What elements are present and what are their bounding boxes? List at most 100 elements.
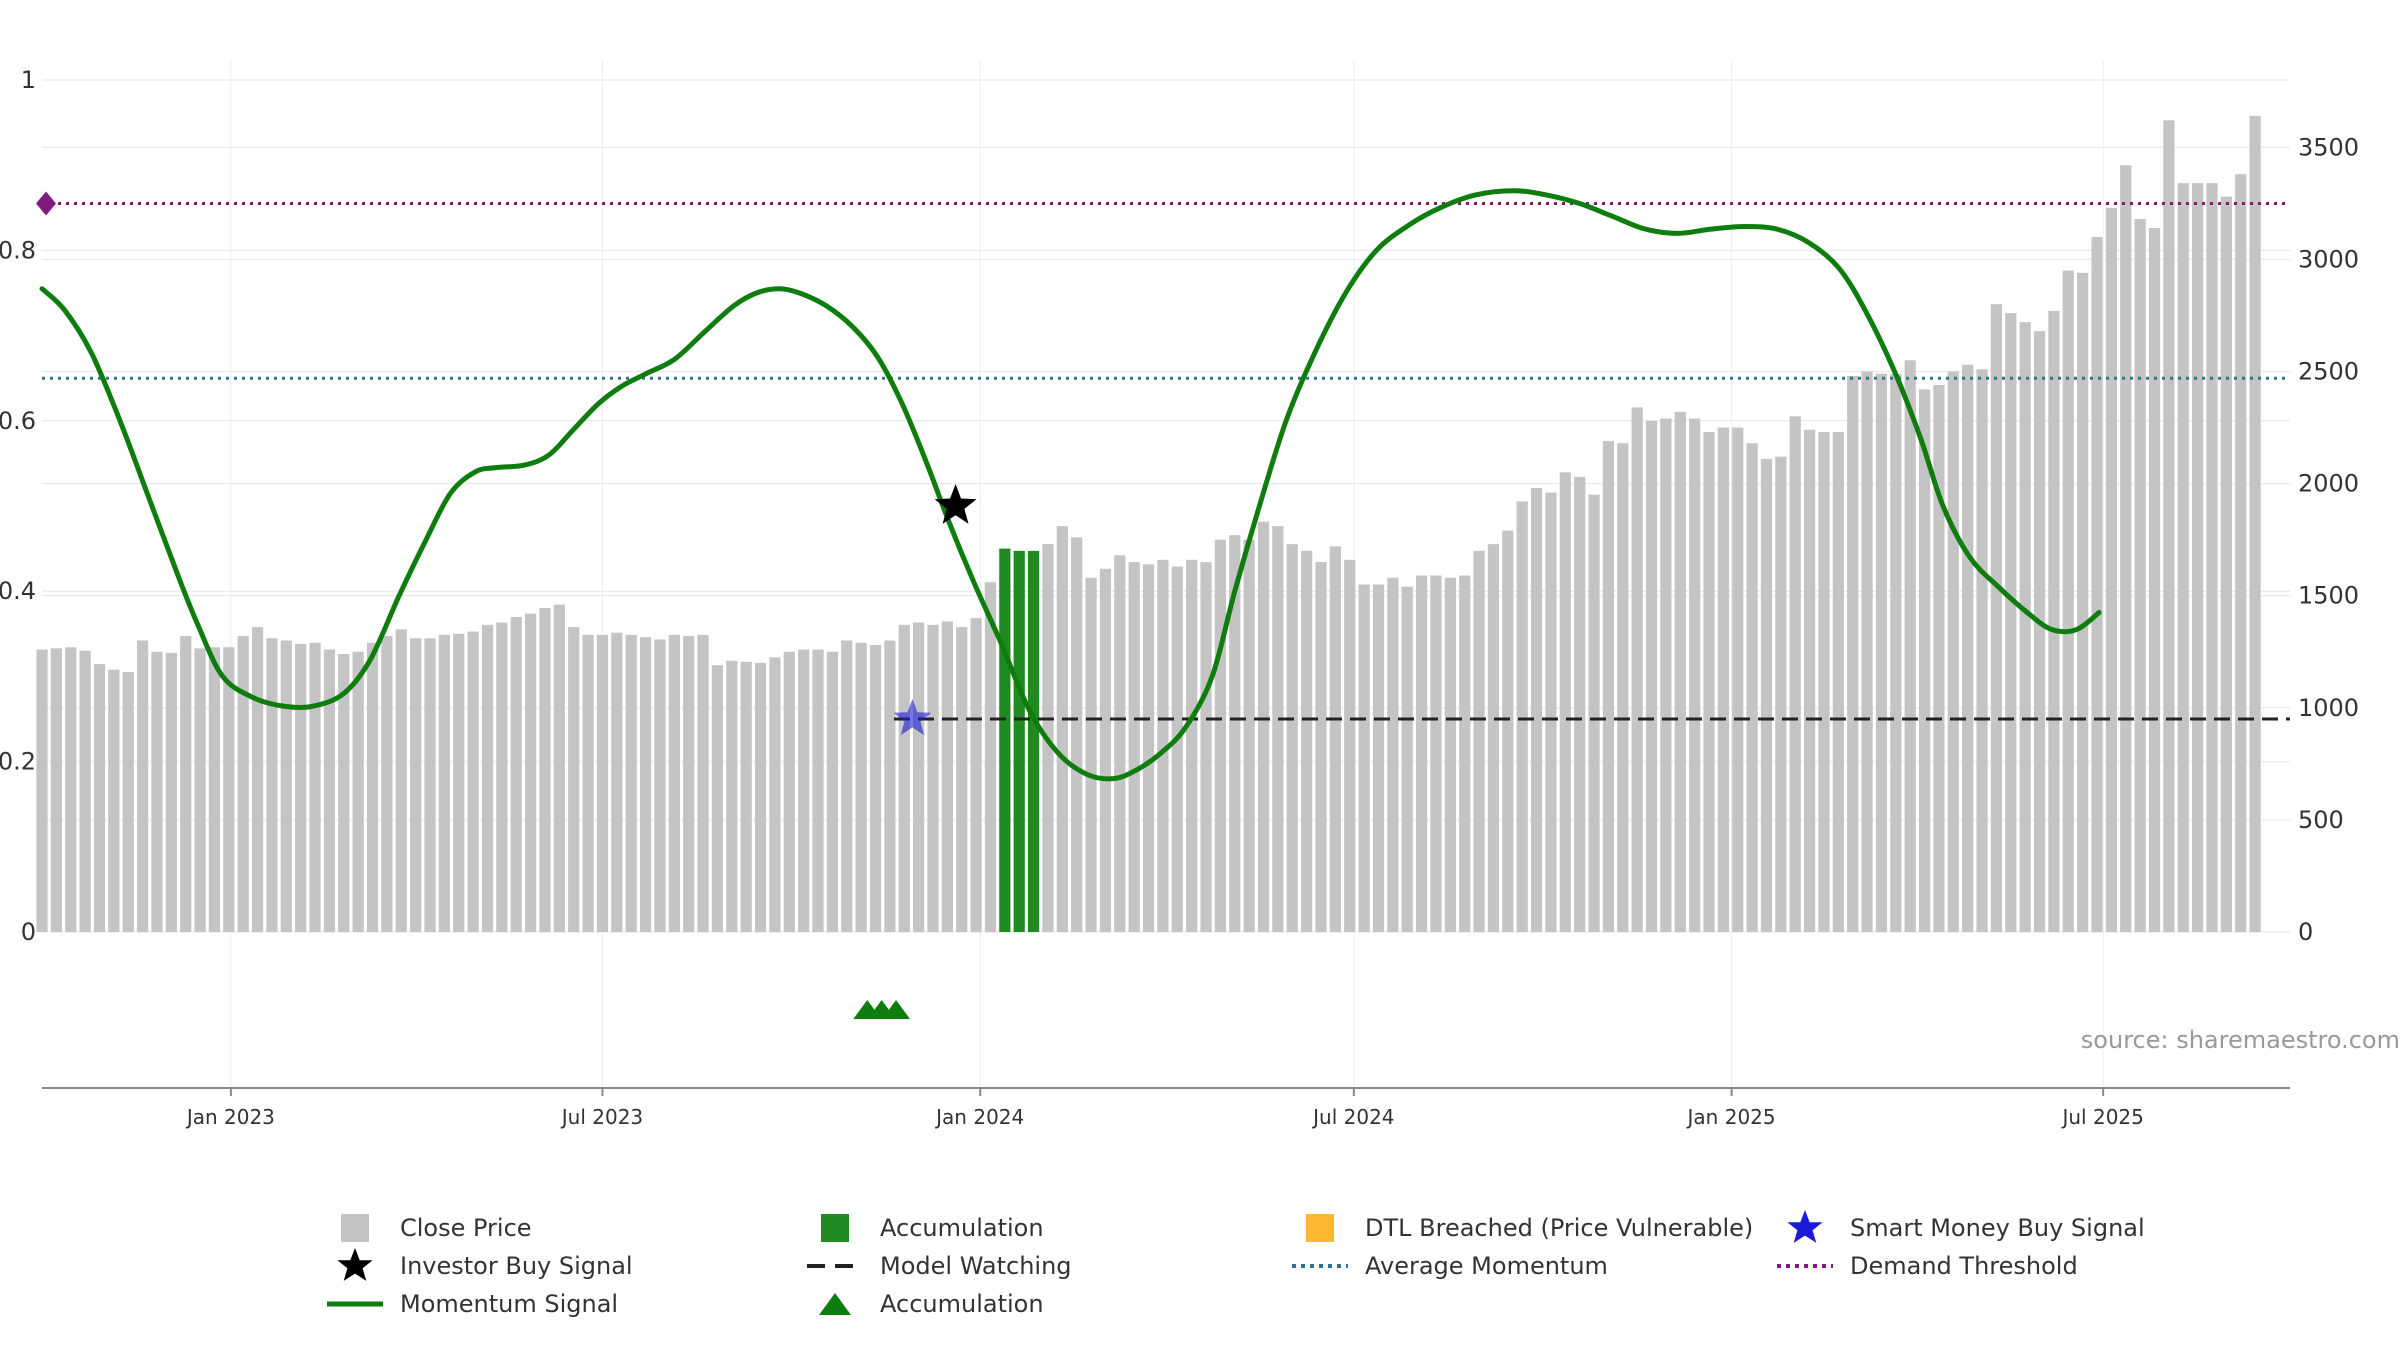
price-bar	[1459, 575, 1471, 932]
price-bar	[1301, 550, 1313, 932]
price-bar	[1775, 456, 1787, 932]
price-bar	[769, 657, 781, 932]
price-bar	[956, 627, 968, 932]
legend-smart-money[interactable]: Smart Money Buy Signal	[1770, 1210, 2145, 1246]
price-bar	[913, 622, 925, 932]
accumulation-bar	[999, 548, 1011, 932]
price-bar	[2220, 196, 2232, 932]
accumulation-bar	[1013, 550, 1025, 932]
legend-accumulation-triangle-icon	[800, 1286, 870, 1322]
price-bar	[553, 604, 565, 932]
momentum-layer	[39, 188, 2102, 782]
price-bar	[151, 651, 163, 932]
price-bar	[1689, 418, 1701, 933]
right-tick-label: 1500	[2298, 582, 2359, 610]
left-tick-label: 1	[21, 66, 36, 94]
legend-close-price[interactable]: Close Price	[320, 1210, 532, 1246]
price-bar	[1588, 494, 1600, 932]
price-bar	[251, 627, 264, 932]
price-bar	[1128, 562, 1140, 932]
price-bar	[668, 634, 680, 932]
price-bar	[496, 622, 508, 932]
price-bar	[1257, 521, 1270, 932]
legend-model-watching[interactable]: Model Watching	[800, 1248, 1072, 1284]
source-label: source: sharemaestro.com	[2081, 1026, 2400, 1054]
legend-dtl-breached[interactable]: DTL Breached (Price Vulnerable)	[1285, 1210, 1753, 1246]
left-tick-label: 0.2	[0, 748, 36, 776]
price-bar	[194, 648, 206, 932]
smart-money-buy-star-icon	[893, 699, 932, 736]
legend-investor-buy-label: Investor Buy Signal	[400, 1252, 633, 1280]
legend-accumulation-bar-label: Accumulation	[880, 1214, 1044, 1242]
legend-investor-buy[interactable]: Investor Buy Signal	[320, 1248, 633, 1284]
legend-demand-threshold[interactable]: Demand Threshold	[1770, 1248, 2078, 1284]
price-bar	[366, 642, 379, 932]
x-tick-label: Jan 2023	[185, 1105, 275, 1129]
price-bar	[697, 634, 709, 932]
price-bar	[1056, 526, 1068, 932]
price-bar	[352, 651, 364, 932]
legend-accumulation-triangle[interactable]: Accumulation	[800, 1286, 1044, 1322]
momentum-chart: 0 0.2 0.4 0.6 0.8 1 0 500 1000 1500 2000 2500 3000 35…	[0, 60, 2400, 1129]
price-bar	[1602, 440, 1615, 932]
price-bar	[1344, 559, 1356, 932]
price-bar	[1243, 539, 1255, 932]
price-bar	[2206, 183, 2218, 932]
price-bar	[223, 647, 235, 932]
legend-momentum-signal-label: Momentum Signal	[400, 1290, 619, 1318]
price-bar	[984, 582, 997, 932]
price-bar	[711, 665, 724, 932]
price-bar	[927, 624, 939, 932]
price-bar	[2163, 120, 2175, 932]
legend-close-price-swatch	[320, 1210, 390, 1246]
price-bar	[683, 636, 695, 932]
price-bar	[869, 645, 882, 932]
price-bar	[1099, 568, 1112, 932]
price-bar	[1674, 411, 1686, 933]
price-bar	[79, 650, 91, 932]
price-bar	[2235, 174, 2247, 932]
legend-momentum-signal[interactable]: Momentum Signal	[320, 1286, 618, 1322]
price-bar	[754, 662, 767, 932]
left-tick-label: 0	[21, 918, 36, 946]
price-bar	[539, 608, 551, 932]
price-bar	[2134, 219, 2146, 933]
legend: Close Price Accumulation DTL Breached (P…	[320, 1210, 2220, 1330]
price-bar	[525, 613, 537, 932]
right-tick-label: 0	[2298, 918, 2313, 946]
price-bar	[295, 643, 307, 932]
price-bar	[2177, 183, 2189, 932]
price-bar	[1990, 304, 2003, 932]
legend-smart-money-label: Smart Money Buy Signal	[1850, 1214, 2145, 1242]
price-bar	[309, 642, 321, 932]
price-bar	[1071, 537, 1083, 932]
price-bar	[596, 634, 609, 932]
price-bar	[180, 636, 192, 932]
price-bar	[1789, 416, 1801, 932]
price-bar	[1473, 550, 1485, 932]
price-bar	[798, 649, 810, 932]
legend-accumulation-bar[interactable]: Accumulation	[800, 1210, 1044, 1246]
price-bar	[266, 638, 278, 932]
price-bar	[2120, 165, 2132, 932]
legend-dtl-breached-swatch	[1285, 1210, 1355, 1246]
price-bar	[1171, 566, 1183, 932]
price-bar	[1832, 432, 1844, 932]
price-bar	[410, 638, 422, 932]
price-bar	[1933, 384, 1945, 932]
price-bar	[50, 648, 62, 932]
price-bar	[841, 640, 853, 932]
price-bar	[783, 651, 795, 932]
legend-average-momentum[interactable]: Average Momentum	[1285, 1248, 1608, 1284]
price-bar	[1372, 584, 1385, 932]
price-bar	[1487, 544, 1500, 932]
legend-momentum-line	[320, 1286, 390, 1322]
legend-accumulation-bar-swatch	[800, 1210, 870, 1246]
accumulation-bar	[1027, 550, 1040, 932]
price-bar	[1760, 458, 1773, 932]
x-tick-label: Jul 2025	[2060, 1105, 2143, 1129]
legend-demand-threshold-line	[1770, 1248, 1840, 1284]
price-bar	[1430, 575, 1442, 932]
legend-accumulation-triangle-label: Accumulation	[880, 1290, 1044, 1318]
legend-investor-star-icon	[320, 1248, 390, 1284]
